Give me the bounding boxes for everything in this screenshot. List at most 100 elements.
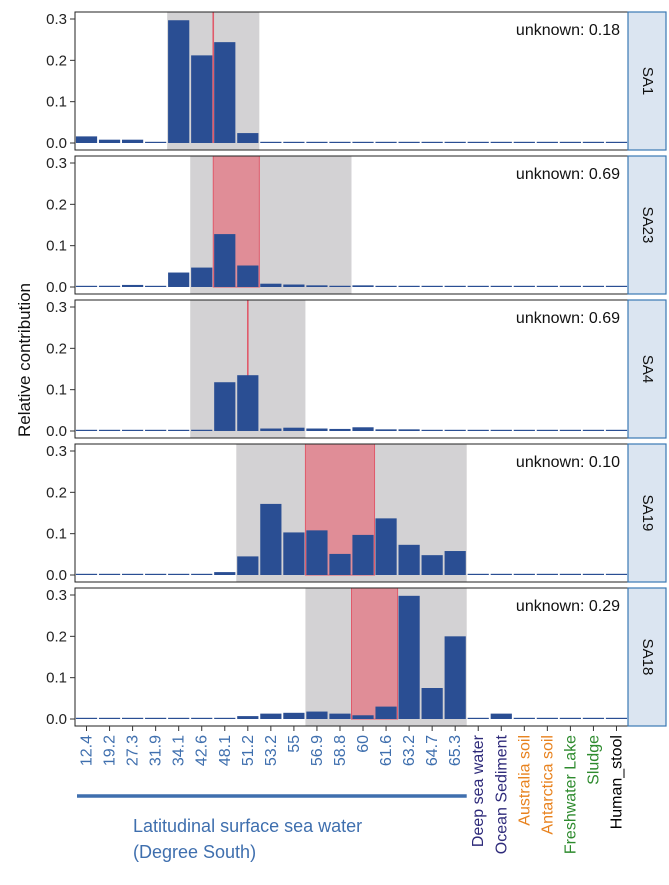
bar <box>122 573 144 575</box>
y-tick-label: 0.0 <box>46 567 67 584</box>
x-tick-label: 63.2 <box>401 735 418 766</box>
bar <box>352 534 374 575</box>
bar <box>352 285 374 287</box>
bar <box>467 141 489 143</box>
bar <box>444 551 466 575</box>
bar <box>398 429 420 431</box>
panel-SA18: 0.0 0.1 0.2 0.3 unknown: 0.29 SA18 <box>46 587 667 728</box>
x-tick-label: 64.7 <box>424 735 441 766</box>
bar <box>237 556 259 575</box>
x-tick-label: 19.2 <box>102 735 119 766</box>
unknown-label: unknown: 0.10 <box>516 454 620 471</box>
bar <box>605 429 628 431</box>
bar <box>559 573 581 575</box>
bar <box>536 285 558 287</box>
bar <box>214 234 236 287</box>
bar <box>122 717 144 719</box>
facet-strip <box>627 11 667 151</box>
bar <box>260 428 282 431</box>
bar <box>306 285 328 287</box>
bar <box>168 573 190 575</box>
bar <box>329 285 351 287</box>
y-tick-label: 0.3 <box>46 587 67 604</box>
unknown-label: unknown: 0.69 <box>516 166 620 183</box>
y-tick-label: 0.0 <box>46 711 67 728</box>
y-tick-label: 0.2 <box>46 340 67 357</box>
unknown-label: unknown: 0.29 <box>516 598 620 615</box>
bar <box>421 688 443 719</box>
bar <box>98 717 121 719</box>
bar <box>214 382 236 431</box>
x-axis: 12.4 19.2 27.3 31.9 34.1 42.6 48.1 51.2 53.2 55 56… <box>79 726 625 854</box>
bar <box>536 717 558 719</box>
bar <box>191 267 213 287</box>
bar <box>467 573 489 575</box>
bar <box>559 717 581 719</box>
facet-strip-label: SA4 <box>639 355 656 383</box>
bar <box>490 141 512 143</box>
unknown-label: unknown: 0.69 <box>516 310 620 327</box>
bar <box>444 141 466 143</box>
bar <box>283 712 305 719</box>
y-tick-label: 0.2 <box>46 628 67 645</box>
bar <box>191 429 213 431</box>
bar <box>582 717 605 719</box>
x-tick-label: 60 <box>355 735 372 753</box>
bar <box>306 711 328 719</box>
y-tick-label: 0.2 <box>46 484 67 501</box>
bar <box>168 717 190 719</box>
x-tick-label: Australia soil <box>516 735 533 826</box>
panel-SA4: 0.0 0.1 0.2 0.3 unknown: 0.69 SA4 <box>46 299 667 440</box>
x-tick-label: Deep sea water <box>470 734 487 847</box>
unknown-label: unknown: 0.18 <box>516 22 620 39</box>
bar <box>490 429 512 431</box>
x-tick-label: Human_stool <box>608 735 625 829</box>
bar <box>559 141 581 143</box>
panel-SA1: 0.0 0.1 0.2 0.3 unknown: 0.18 SA1 <box>46 11 667 152</box>
facet-strip <box>627 155 667 295</box>
x-tick-label: 53.2 <box>263 735 280 766</box>
bar <box>605 573 628 575</box>
x-tick-label: 61.6 <box>378 735 395 766</box>
bar <box>490 713 512 719</box>
x-tick-label: 31.9 <box>148 735 165 766</box>
bar <box>490 573 512 575</box>
true-source-band <box>351 587 399 720</box>
x-tick-label: Sludge <box>585 735 602 785</box>
bar <box>75 285 98 287</box>
x-tick-label: Freshwater Lake <box>562 735 579 854</box>
bar <box>122 429 144 431</box>
bar <box>536 573 558 575</box>
bar <box>513 285 535 287</box>
bar <box>559 429 581 431</box>
bar <box>98 285 121 287</box>
bar <box>398 285 420 287</box>
facet-strip <box>627 443 667 583</box>
bar <box>214 717 236 719</box>
y-tick-label: 0.1 <box>46 94 67 111</box>
bar <box>329 553 351 575</box>
x-tick-label: 56.9 <box>309 735 326 766</box>
x-tick-label: 42.6 <box>194 735 211 766</box>
bar <box>98 429 121 431</box>
bar <box>444 285 466 287</box>
bar <box>375 141 397 143</box>
bar <box>283 141 305 143</box>
bar <box>283 284 305 287</box>
bar <box>237 716 259 719</box>
bar <box>398 595 420 719</box>
x-tick-label: 58.8 <box>332 735 349 766</box>
y-tick-label: 0.2 <box>46 52 67 69</box>
bar <box>168 272 190 287</box>
facet-strip <box>627 587 667 727</box>
bar <box>260 503 282 575</box>
bar <box>398 544 420 575</box>
y-tick-label: 0.0 <box>46 279 67 296</box>
bar <box>582 429 605 431</box>
bar <box>122 284 144 287</box>
x-tick-label: 48.1 <box>217 735 234 766</box>
bar <box>306 141 328 143</box>
bar <box>283 427 305 431</box>
bar <box>513 717 535 719</box>
